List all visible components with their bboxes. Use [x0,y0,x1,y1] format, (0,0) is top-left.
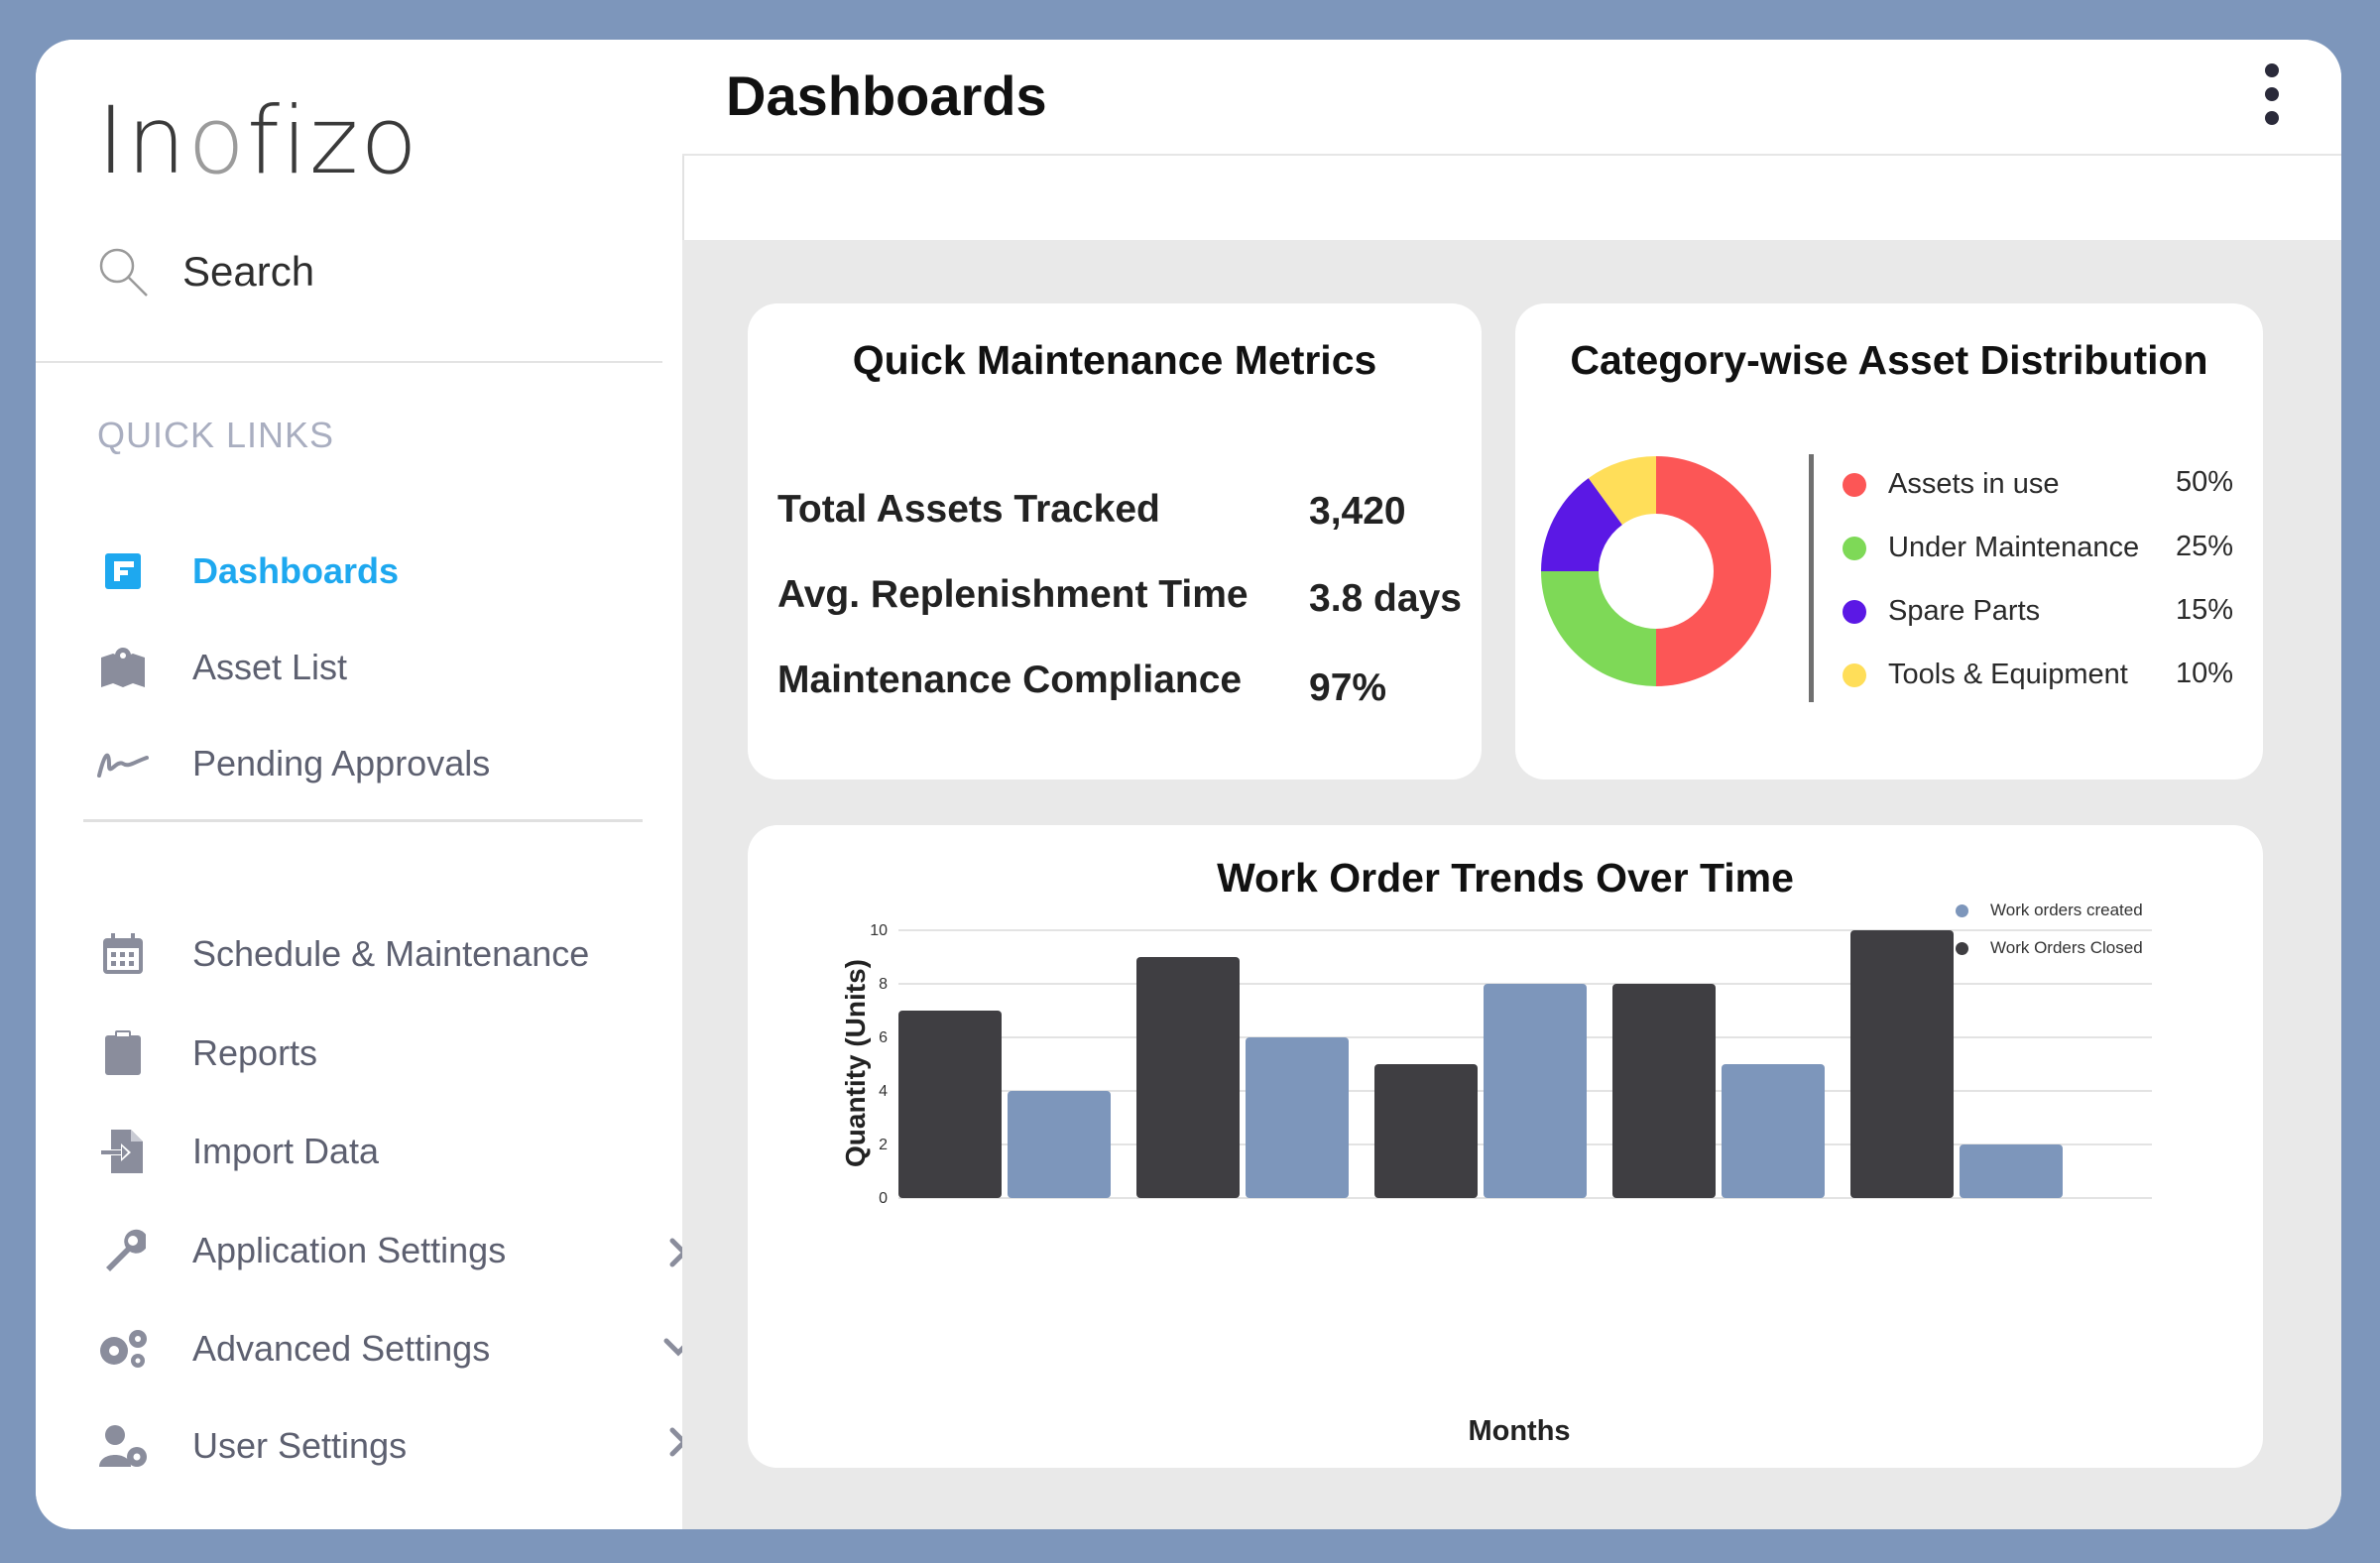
metric-label: Total Assets Tracked [777,488,1160,531]
sidebar-item-pending-approvals[interactable]: Pending Approvals [93,734,490,793]
divider [83,819,643,822]
wrench-icon [93,1221,153,1280]
sidebar-item-dashboards[interactable]: Dashboards [93,541,399,601]
legend-dot [1843,599,1866,624]
legend-percent: 50% [2176,466,2234,498]
search-icon [99,248,148,297]
sidebar-item-label: Schedule & Maintenance [192,933,590,974]
metric-value: 3.8 days [1309,577,1462,620]
donut-slice [1656,456,1771,686]
sidebar-item-label: Advanced Settings [192,1328,491,1369]
legend-item: Assets in use [1843,468,2059,501]
sidebar-item-advanced-settings[interactable]: Advanced Settings [93,1319,693,1379]
sidebar-item-schedule-maintenance[interactable]: Schedule & Maintenance [93,924,589,984]
chart-title: Work Order Trends Over Time [1217,855,1794,901]
legend-item: Under Maintenance [1843,532,2139,564]
y-axis-label: Quantity (Units) [840,959,871,1167]
y-tick-label: 10 [870,922,888,939]
y-tick-label: 8 [879,976,888,993]
bar-work-orders-created [1722,1064,1825,1198]
sidebar: Inofizo Search QUICK LINKS Dashboards As… [36,40,693,1529]
legend-dot [1843,472,1866,497]
logo: Inofizo [97,87,419,195]
bar-work-orders-created [1960,1144,2063,1198]
metric-label: Maintenance Compliance [777,659,1243,701]
y-tick-label: 2 [879,1137,888,1153]
legend-label: Spare Parts [1888,595,2041,627]
app-window: Inofizo Search QUICK LINKS Dashboards As… [36,40,2341,1529]
bar-work-orders-created [1008,1091,1111,1198]
bar-work-orders-closed [1850,930,1954,1198]
metrics-card: Quick Maintenance Metrics Total Assets T… [748,303,1482,780]
signature-icon [93,734,153,793]
gears-icon [93,1319,153,1379]
distribution-title: Category-wise Asset Distribution [1570,337,2208,383]
legend-percent: 25% [2176,531,2234,562]
metric-label: Avg. Replenishment Time [777,573,1249,616]
clipboard-icon [93,1023,153,1083]
sidebar-item-user-settings[interactable]: User Settings [93,1416,688,1476]
divider [36,361,662,363]
donut-slice [1588,456,1656,526]
bar-work-orders-created [1246,1037,1349,1198]
legend-dot [1956,941,1968,955]
search-button[interactable]: Search [95,244,314,300]
sidebar-item-label: Dashboards [192,550,400,591]
distribution-card: Category-wise Asset Distribution Assets … [1515,303,2263,780]
search-label: Search [182,248,315,295]
legend-dot [1956,903,1968,917]
dashboard-icon [93,541,153,601]
legend-label: Work orders created [1990,901,2143,919]
sidebar-item-asset-list[interactable]: Asset List [93,638,347,697]
sidebar-item-label: Reports [192,1032,318,1073]
sidebar-item-label: Application Settings [192,1230,507,1270]
sidebar-item-reports[interactable]: Reports [93,1023,317,1083]
sidebar-item-label: Pending Approvals [192,743,491,783]
metric-value: 97% [1309,666,1387,709]
legend-item: Work orders created [1956,901,2143,920]
y-tick-label: 0 [879,1190,888,1207]
legend-item: Tools & Equipment [1843,659,2128,691]
bar-work-orders-closed [898,1011,1002,1198]
bar-work-orders-closed [1612,984,1716,1198]
more-options-icon[interactable] [2262,63,2282,129]
work-order-chart-card: Work Order Trends Over Time Work orders … [748,825,2263,1468]
import-icon [93,1122,153,1181]
calendar-icon [93,924,153,984]
donut-chart [1541,456,1771,686]
legend-item: Spare Parts [1843,595,2040,628]
x-axis-label: Months [1468,1415,1570,1447]
bar-work-orders-created [1484,984,1587,1198]
top-bar: Dashboards [682,40,2341,156]
legend-percent: 15% [2176,594,2234,626]
donut-slice [1541,478,1622,571]
legend-label: Under Maintenance [1888,532,2140,563]
sidebar-item-label: Asset List [192,647,348,687]
quick-links-title: QUICK LINKS [97,415,335,455]
legend-label: Tools & Equipment [1888,659,2128,690]
legend-dot [1843,662,1866,687]
user-gear-icon [93,1416,153,1476]
bar-work-orders-closed [1136,957,1240,1198]
metric-value: 3,420 [1309,490,1406,533]
y-tick-label: 4 [879,1083,888,1100]
sidebar-item-label: User Settings [192,1425,408,1466]
map-icon [93,638,153,697]
legend-percent: 10% [2176,658,2234,689]
metrics-title: Quick Maintenance Metrics [852,337,1377,383]
bar-chart: 0 2 4 6 8 10 Months Quantity (Units) [840,922,2152,1447]
sidebar-item-import-data[interactable]: Import Data [93,1122,379,1181]
page-title: Dashboards [726,64,1047,127]
legend-label: Assets in use [1888,468,2060,500]
legend-label: Work Orders Closed [1990,938,2143,957]
legend-divider [1809,454,1814,702]
sidebar-item-label: Import Data [192,1131,380,1171]
dashboard-content: Quick Maintenance Metrics Total Assets T… [682,240,2341,1529]
sidebar-item-application-settings[interactable]: Application Settings [93,1221,688,1280]
legend-item: Work Orders Closed [1956,938,2143,958]
bar-work-orders-closed [1374,1064,1478,1198]
y-tick-label: 6 [879,1029,888,1046]
donut-slice [1541,571,1656,686]
legend-dot [1843,536,1866,560]
